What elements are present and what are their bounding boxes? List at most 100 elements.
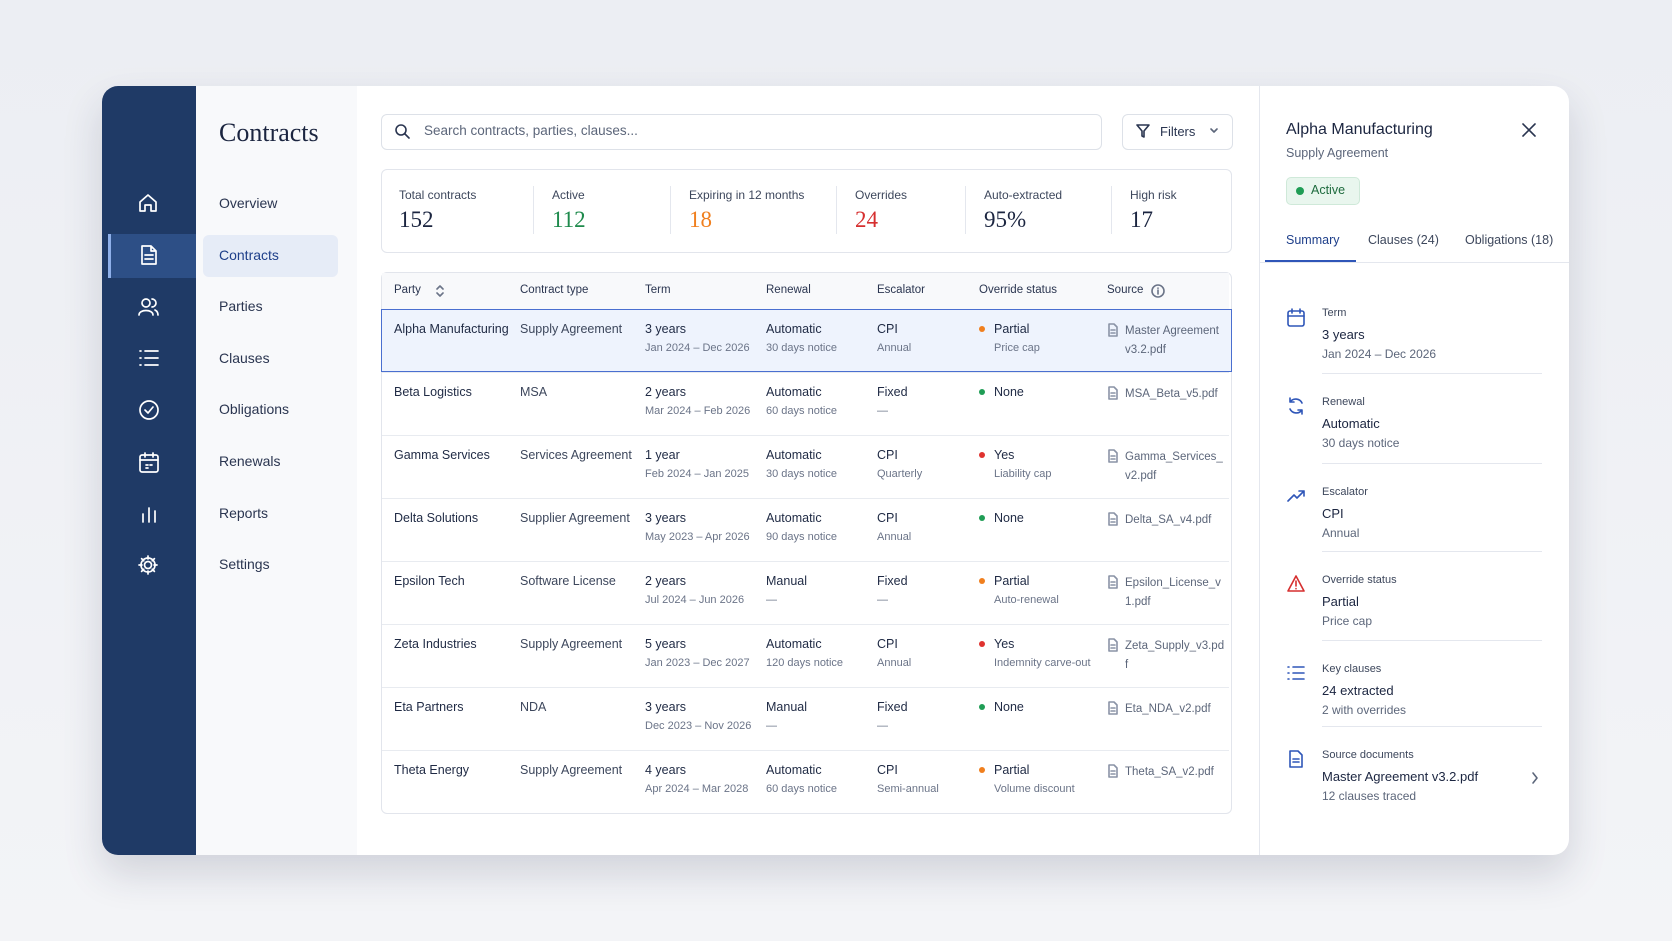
party-name[interactable]: Epsilon Tech [394, 574, 465, 588]
chevron-right [1532, 772, 1538, 784]
file-icon [1108, 575, 1118, 589]
nav-item[interactable]: Renewals [219, 453, 281, 469]
tabs-divider [1260, 262, 1569, 263]
detail-tab[interactable]: Summary [1286, 233, 1340, 247]
detail-tab[interactable]: Obligations (18) [1465, 233, 1554, 247]
term: 5 years [645, 637, 686, 651]
party-name[interactable]: Gamma Services [394, 448, 490, 462]
source-file[interactable]: Epsilon_License_v1.pdf [1125, 577, 1221, 608]
party-name[interactable]: Theta Energy [394, 763, 470, 777]
search-box[interactable] [381, 114, 1102, 150]
section-value: Partial [1322, 594, 1359, 609]
party-name[interactable]: Delta Solutions [394, 511, 479, 525]
file-icon [1108, 512, 1118, 526]
section-label: Source documents [1322, 749, 1414, 761]
party-name[interactable]: Zeta Industries [394, 637, 477, 651]
escalator: Fixed [877, 700, 908, 714]
stat-divider [1111, 186, 1112, 234]
row-divider [382, 435, 1229, 436]
chevron [1210, 128, 1218, 133]
renewal-note: 30 days notice [766, 468, 837, 480]
contract-type: Supplier Agreement [520, 511, 630, 525]
override-note: Price cap [994, 342, 1040, 354]
icon-sidebar [102, 86, 199, 855]
stat-label: High risk [1130, 188, 1177, 202]
section-note: Annual [1322, 526, 1360, 540]
file-icon [1108, 764, 1118, 778]
section-note: Jan 2024 – Dec 2026 [1322, 347, 1437, 361]
source-file[interactable]: Delta_SA_v4.pdf [1125, 514, 1212, 526]
source-file[interactable]: MSA_Beta_v5.pdf [1125, 388, 1218, 400]
escalator-note: Annual [877, 342, 912, 354]
contract-type: Supply Agreement [520, 763, 623, 777]
renewal: Manual [766, 574, 807, 588]
source-file[interactable]: Master Agreement v3.2.pdf [1125, 325, 1219, 356]
override-status: Partial [994, 574, 1030, 588]
nav-item[interactable]: Reports [219, 504, 269, 521]
tab-underline [1265, 260, 1356, 262]
status-dot [979, 452, 985, 458]
row-divider [382, 498, 1229, 499]
contract-type: NDA [520, 700, 547, 714]
section-divider [1322, 726, 1542, 727]
term-dates: Mar 2024 – Feb 2026 [645, 405, 751, 417]
contract-type: Supply Agreement [520, 322, 623, 336]
renewal: Automatic [766, 322, 822, 336]
row-divider [382, 372, 1229, 373]
source-file[interactable]: Theta_SA_v2.pdf [1125, 766, 1214, 778]
nav-item[interactable]: Parties [219, 298, 263, 315]
status-dot [979, 704, 985, 710]
section-value: Automatic [1322, 416, 1380, 431]
status-dot [979, 326, 985, 332]
column-header: Contract type [520, 284, 589, 296]
escalator: Fixed [877, 385, 908, 399]
override-note: Indemnity carve-out [994, 657, 1091, 669]
stat-value: 95% [984, 207, 1027, 232]
row-divider [382, 561, 1229, 562]
stat-value: 152 [399, 207, 434, 232]
section-icon [1287, 575, 1305, 592]
section-divider [1322, 551, 1542, 552]
section-value: 3 years [1322, 327, 1365, 342]
section-value: CPI [1322, 506, 1344, 521]
term: 3 years [645, 511, 686, 525]
sort-icon [436, 285, 444, 297]
nav-item[interactable]: Contracts [219, 246, 279, 263]
stat-label: Active [552, 188, 585, 202]
renewal: Manual [766, 700, 807, 714]
term-dates: Jul 2024 – Jun 2026 [645, 594, 745, 606]
status-dot [979, 389, 985, 395]
stat-value: 24 [855, 207, 878, 232]
source-file[interactable]: Eta_NDA_v2.pdf [1125, 703, 1211, 715]
party-name[interactable]: Eta Partners [394, 700, 464, 714]
sidebar-icons [138, 194, 159, 575]
renewal-note: 90 days notice [766, 531, 837, 543]
section-value[interactable]: Master Agreement v3.2.pdf [1322, 769, 1479, 784]
override-status: Yes [994, 448, 1015, 462]
nav-item[interactable]: Obligations [219, 401, 290, 418]
party-name[interactable]: Beta Logistics [394, 385, 472, 399]
escalator-note: — [877, 405, 888, 417]
nav-item[interactable]: Overview [219, 195, 278, 211]
section-note: 12 clauses traced [1322, 789, 1417, 803]
column-header: Override status [979, 284, 1057, 296]
override-status: None [994, 700, 1024, 714]
escalator: CPI [877, 637, 898, 651]
source-file[interactable]: Zeta_Supply_v3.pdf [1125, 640, 1225, 671]
escalator-note: — [877, 594, 888, 606]
override-note: Volume discount [994, 783, 1075, 795]
nav-item[interactable]: Settings [219, 556, 270, 573]
section-divider [1322, 463, 1542, 464]
table-box [381, 272, 1232, 814]
override-status: None [994, 385, 1024, 399]
column-header: Renewal [766, 284, 811, 296]
status-dot [979, 767, 985, 773]
party-name[interactable]: Alpha Manufacturing [394, 322, 509, 336]
section-icon [1289, 750, 1303, 768]
detail-tab[interactable]: Clauses (24) [1368, 233, 1439, 247]
section-divider [1322, 373, 1542, 374]
nav-item[interactable]: Clauses [219, 349, 270, 366]
detail-panel [1259, 86, 1569, 855]
source-file[interactable]: Gamma_Services_v2.pdf [1125, 451, 1223, 482]
contract-type: MSA [520, 385, 548, 399]
